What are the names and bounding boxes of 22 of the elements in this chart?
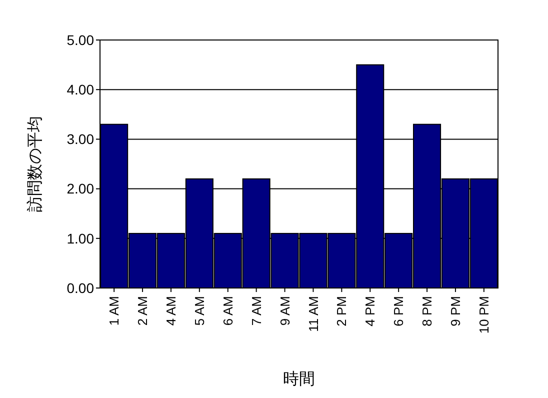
y-tick-label: 4.00 [66,82,94,98]
x-tick-label: 11 AM [306,296,321,332]
x-axis-title: 時間 [283,370,315,388]
x-tick-label: 6 PM [391,296,406,326]
y-tick-label: 3.00 [66,131,94,148]
y-tick-label: 0.00 [66,280,94,296]
x-tick-label: 4 AM [164,296,179,326]
x-tick-label: 2 PM [334,296,350,326]
y-axis-title: 訪問数の平均 [26,116,44,212]
y-tick-label: 5.00 [66,32,94,48]
x-tick-label: 1 AM [106,296,122,326]
x-tick-label: 8 PM [420,296,435,326]
x-tick-label: 4 PM [362,296,378,326]
x-tick-label: 2 AM [135,296,150,326]
x-tick-label: 9 PM [448,296,464,326]
x-tick-label: 7 AM [248,296,264,326]
x-tick-label: 6 AM [220,296,236,326]
x-tick-label: 10 PM [476,296,492,334]
x-tick-label: 9 AM [277,296,292,326]
y-tick-label: 2.00 [66,180,94,197]
x-tick-label: 5 AM [192,296,207,326]
y-tick-label: 1.00 [66,230,94,246]
